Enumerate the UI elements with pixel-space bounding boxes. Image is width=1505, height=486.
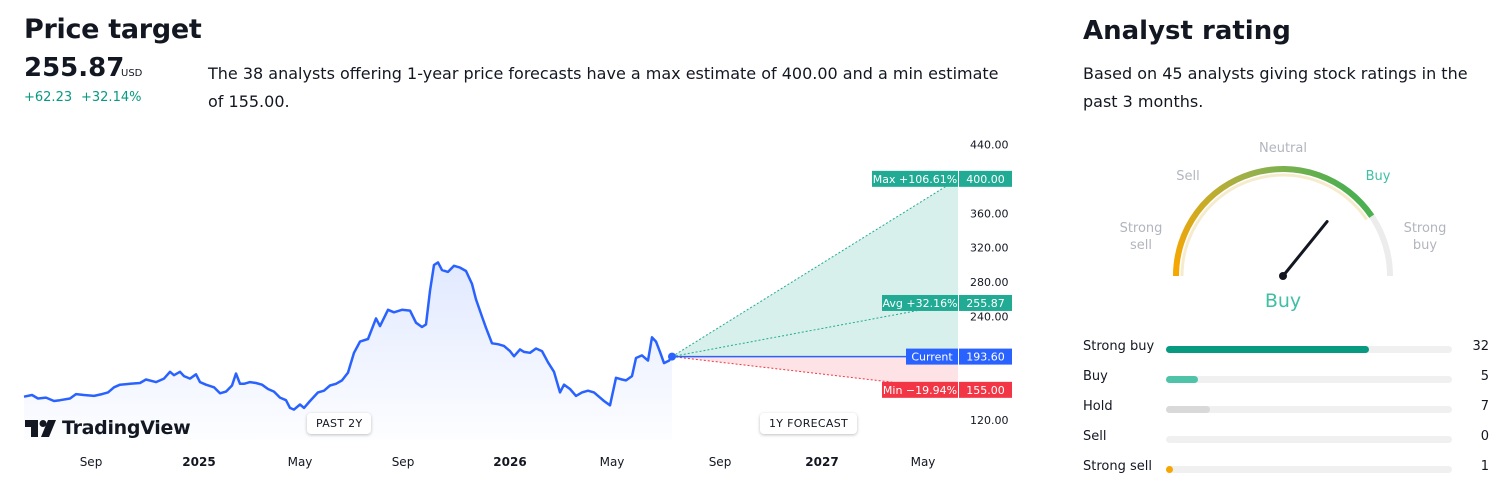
- price-history-line: [23, 261, 673, 411]
- x-axis-label: Sep: [392, 455, 415, 469]
- rating-bar-track: [1166, 346, 1452, 353]
- max-estimate-label-value-text: 400.00: [966, 173, 1005, 186]
- rating-bar-fill: [1166, 406, 1211, 413]
- gauge-active-arc: [1173, 166, 1375, 277]
- rating-row-name: Hold: [1083, 399, 1113, 414]
- avg-estimate-label-value-text: 255.87: [966, 297, 1005, 310]
- current-price-label-value-text: 193.60: [966, 351, 1005, 364]
- price-change-percent: +32.14%: [81, 90, 142, 105]
- rating-row-name: Buy: [1083, 369, 1108, 384]
- rating-row: Buy 5: [1083, 369, 1493, 389]
- rating-row: Sell 0: [1083, 429, 1493, 449]
- max-estimate-label-tag-bg: [872, 170, 958, 187]
- rating-row-count: 5: [1480, 369, 1489, 384]
- gauge-needle: [1281, 220, 1329, 278]
- max-estimate-label: Max +106.61% 400.00: [872, 170, 1012, 187]
- x-axis-label: May: [911, 455, 936, 469]
- rating-bar-fill: [1166, 376, 1198, 383]
- price-target-description: The 38 analysts offering 1-year price fo…: [208, 64, 999, 111]
- gauge-track: [1173, 166, 1393, 277]
- max-estimate-label-value-bg: [959, 170, 1012, 187]
- gauge-label-sell: Sell: [1176, 169, 1199, 184]
- y-tick-label: 120.00: [970, 414, 1009, 427]
- tradingview-logo-text: TradingView: [62, 417, 191, 439]
- gauge-label-strong-buy-1: Strong: [1404, 221, 1447, 236]
- gauge-label-strong-buy-2: buy: [1413, 238, 1437, 253]
- current-price-label-tag-text: Current: [911, 351, 953, 364]
- analyst-rating-description: Based on 45 analysts giving stock rating…: [1083, 64, 1468, 111]
- rating-bar-track: [1166, 436, 1452, 443]
- y-tick-label: 360.00: [970, 207, 1009, 220]
- price-forecast-chart[interactable]: 440.00 360.00 320.00 280.00 240.00 120.00 Max…: [0, 0, 1040, 486]
- x-axis-label: May: [600, 455, 625, 469]
- forecast-downside-area: [672, 356, 958, 390]
- past-period-pill: PAST 2Y: [307, 413, 372, 434]
- x-axis-label: 2026: [493, 455, 526, 469]
- max-estimate-label-tag-text: Max +106.61%: [873, 173, 957, 186]
- currency-label: USD: [121, 68, 143, 79]
- gauge-label-strong-sell-2: sell: [1130, 238, 1152, 253]
- y-tick-label: 280.00: [970, 276, 1009, 289]
- rating-row: Hold 7: [1083, 399, 1493, 419]
- gauge-label-neutral: Neutral: [1259, 141, 1307, 156]
- forecast-period-pill: 1Y FORECAST: [760, 413, 858, 434]
- rating-row: Strong sell 1: [1083, 459, 1493, 479]
- current-price-label-tag-bg: [906, 348, 958, 365]
- history-area: [24, 262, 672, 440]
- tradingview-logo[interactable]: TradingView: [25, 417, 191, 439]
- x-axis-label: May: [288, 455, 313, 469]
- y-tick-label: 240.00: [970, 311, 1009, 324]
- min-estimate-label-tag-bg: [882, 381, 958, 398]
- analyst-rating-title: Analyst rating: [1083, 16, 1291, 46]
- rating-bar-track: [1166, 376, 1452, 383]
- rating-bar-fill: [1166, 346, 1370, 353]
- gauge-result: Buy: [1264, 290, 1302, 312]
- tradingview-logo-icon: [25, 419, 56, 437]
- gauge-label-strong-sell-1: Strong: [1120, 221, 1163, 236]
- avg-estimate-label: Avg +32.16% 255.87: [882, 294, 1012, 311]
- rating-row-name: Sell: [1083, 429, 1107, 444]
- rating-row-count: 1: [1480, 459, 1489, 474]
- current-price-label-value-bg: [959, 348, 1012, 365]
- forecast-avg-line: [671, 302, 959, 358]
- avg-estimate-label-value-bg: [959, 294, 1012, 311]
- x-axis-label: Sep: [709, 455, 732, 469]
- price-target-title: Price target: [24, 14, 202, 45]
- min-estimate-label: Min −19.94% 155.00: [882, 381, 1012, 398]
- x-axis-label: 2027: [805, 455, 838, 469]
- rating-bar-track: [1166, 406, 1452, 413]
- min-estimate-label-value-bg: [959, 381, 1012, 398]
- rating-bar-fill: [1166, 466, 1173, 473]
- rating-row-count: 0: [1480, 429, 1489, 444]
- rating-row-count: 32: [1472, 339, 1489, 354]
- rating-row-name: Strong buy: [1083, 339, 1155, 354]
- rating-row-count: 7: [1480, 399, 1489, 414]
- min-estimate-label-tag-text: Min −19.94%: [883, 384, 957, 397]
- current-price-point: [668, 352, 676, 361]
- rating-row: Strong buy 32: [1083, 339, 1493, 359]
- price-target-value: 255.87: [24, 53, 125, 83]
- rating-row-name: Strong sell: [1083, 459, 1152, 474]
- gauge-inner-arc: [1180, 173, 1368, 277]
- min-estimate-label-value-text: 155.00: [966, 384, 1005, 397]
- forecast-max-line: [671, 178, 959, 358]
- avg-estimate-label-tag-bg: [882, 294, 958, 311]
- price-change: +62.23: [24, 90, 73, 105]
- gauge-label-buy: Buy: [1366, 169, 1391, 184]
- x-axis-label: Sep: [80, 455, 103, 469]
- avg-estimate-label-tag-text: Avg +32.16%: [882, 297, 957, 310]
- rating-bar-track: [1166, 466, 1452, 473]
- gauge-pivot: [1279, 272, 1287, 280]
- current-price-label: Current 193.60: [906, 348, 1012, 365]
- y-tick-label: 320.00: [970, 242, 1009, 255]
- y-tick-label: 440.00: [970, 138, 1009, 151]
- x-axis-label: 2025: [182, 455, 215, 469]
